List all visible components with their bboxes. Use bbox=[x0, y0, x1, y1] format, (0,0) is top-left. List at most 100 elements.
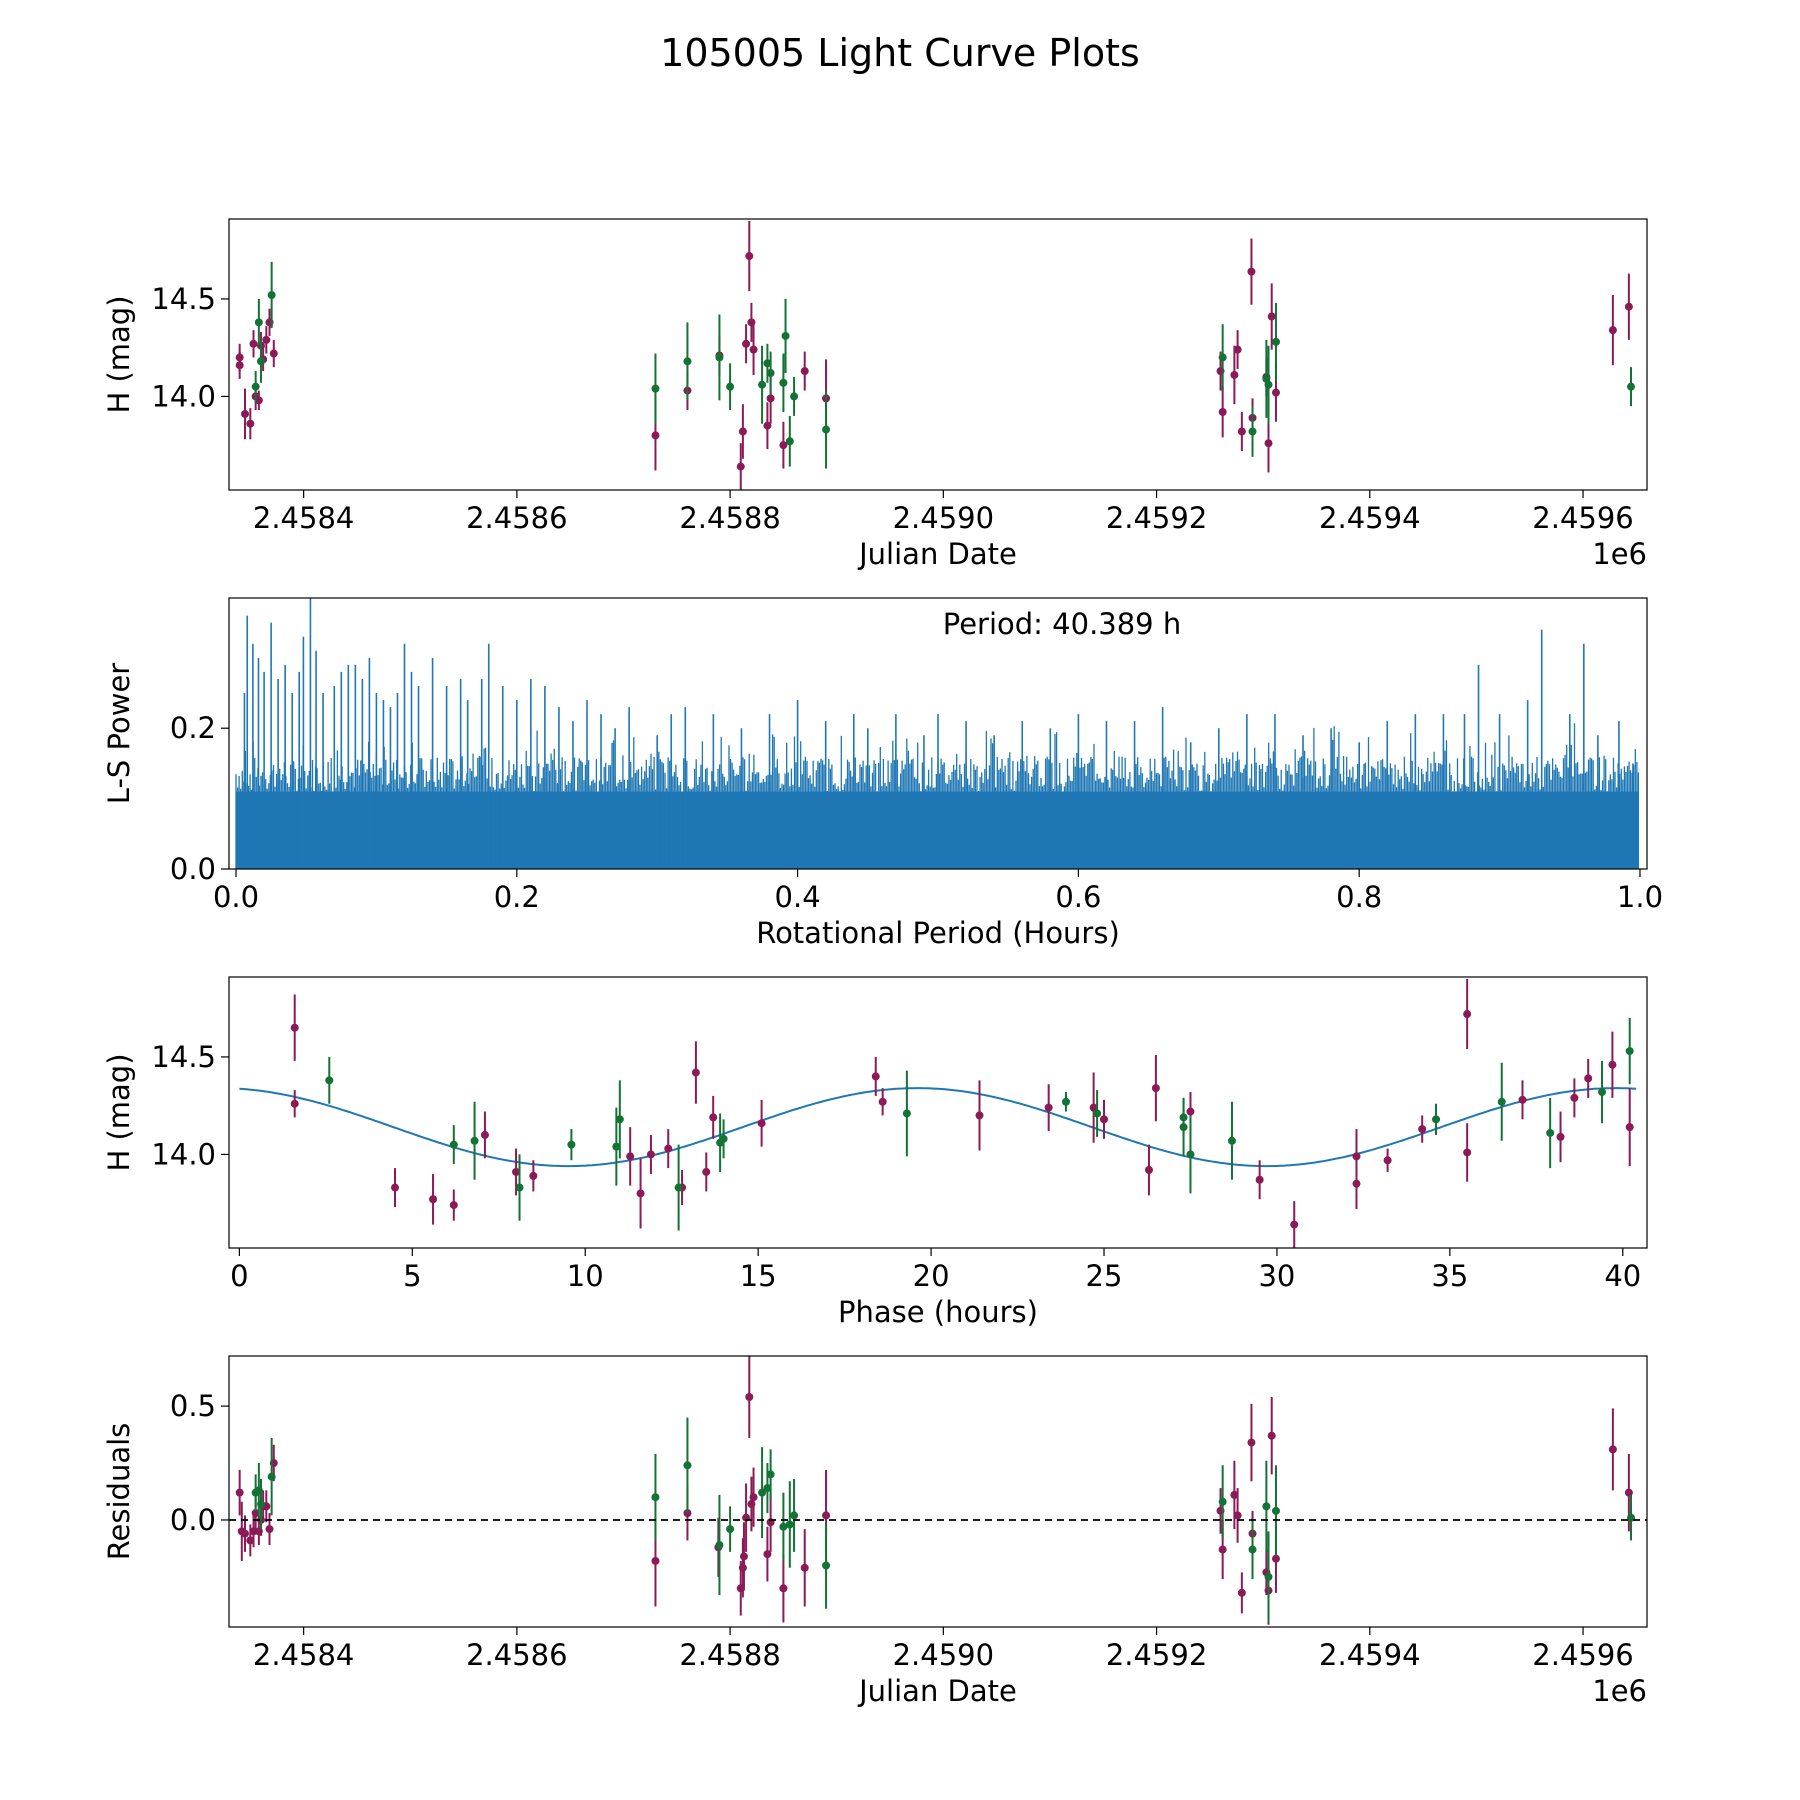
y-axis-label: L-S Power bbox=[102, 663, 136, 804]
periodogram-series bbox=[235, 598, 1640, 869]
data-point bbox=[800, 367, 809, 376]
data-point bbox=[480, 1130, 489, 1139]
x-tick-label: 2.4594 bbox=[1319, 501, 1420, 535]
y-tick-label: 14.5 bbox=[151, 1040, 216, 1074]
data-point bbox=[1352, 1152, 1361, 1161]
data-point bbox=[1237, 427, 1246, 436]
data-point bbox=[1570, 1093, 1579, 1102]
data-point bbox=[715, 353, 724, 362]
data-point bbox=[1218, 1497, 1227, 1506]
data-point bbox=[757, 1119, 766, 1128]
phased-panel: 0 5 10 15 20 25 30 35 40 14.0 14.5 Phase (hours) H (… bbox=[102, 976, 1648, 1329]
data-point bbox=[251, 382, 260, 391]
data-point bbox=[763, 1550, 772, 1559]
data-point bbox=[1151, 1084, 1160, 1093]
data-point bbox=[626, 1152, 635, 1161]
data-point bbox=[256, 1500, 265, 1509]
data-point bbox=[1463, 1010, 1472, 1019]
data-point bbox=[763, 1484, 772, 1493]
plot-frame bbox=[228, 218, 1648, 491]
data-point bbox=[235, 361, 244, 370]
data-point bbox=[785, 437, 794, 446]
y-tick-label: 0.0 bbox=[170, 1503, 216, 1537]
plot-frame bbox=[228, 597, 1648, 870]
data-point bbox=[251, 1509, 260, 1518]
data-point bbox=[1233, 1511, 1242, 1520]
y-tick-label: 14.0 bbox=[151, 1137, 216, 1171]
data-points bbox=[235, 220, 1636, 490]
data-point bbox=[256, 357, 265, 366]
data-point bbox=[429, 1195, 438, 1204]
data-point bbox=[758, 1488, 767, 1497]
data-point bbox=[1186, 1107, 1195, 1116]
data-point bbox=[1144, 1166, 1153, 1175]
data-point bbox=[246, 1536, 255, 1545]
data-point bbox=[515, 1183, 524, 1192]
x-tick-label: 5 bbox=[403, 1259, 421, 1293]
x-tick-label: 2.4590 bbox=[893, 1638, 994, 1672]
x-tick-label: 0.0 bbox=[213, 880, 259, 914]
data-point bbox=[1061, 1097, 1070, 1106]
x-tick-label: 0.2 bbox=[494, 880, 540, 914]
x-tick-label: 2.4586 bbox=[466, 501, 567, 535]
data-point bbox=[1262, 1502, 1271, 1511]
data-point bbox=[763, 421, 772, 430]
data-point bbox=[1248, 427, 1257, 436]
data-point bbox=[1608, 1445, 1617, 1454]
data-point bbox=[1608, 1060, 1617, 1069]
data-point bbox=[691, 1068, 700, 1077]
x-axis-label: Julian Date bbox=[857, 537, 1017, 571]
y-axis-label: H (mag) bbox=[102, 295, 136, 413]
data-point bbox=[449, 1140, 458, 1149]
x-tick-label: 2.4596 bbox=[1532, 501, 1633, 535]
x-tick-label: 35 bbox=[1431, 1259, 1468, 1293]
data-point bbox=[1264, 1572, 1273, 1581]
data-point bbox=[758, 380, 767, 389]
data-point bbox=[1627, 382, 1636, 391]
x-tick-label: 10 bbox=[567, 1259, 604, 1293]
data-point bbox=[1227, 1136, 1236, 1145]
data-point bbox=[391, 1183, 400, 1192]
data-point bbox=[615, 1115, 624, 1124]
data-point bbox=[1247, 267, 1256, 276]
data-point bbox=[1271, 388, 1280, 397]
series-g bbox=[251, 261, 1636, 469]
data-point bbox=[470, 1136, 479, 1145]
data-point bbox=[1383, 1156, 1392, 1165]
data-point bbox=[822, 1511, 831, 1520]
plot-frame bbox=[228, 976, 1648, 1249]
x-tick-label: 0.4 bbox=[775, 880, 821, 914]
data-point bbox=[749, 345, 758, 354]
data-point bbox=[1089, 1103, 1098, 1112]
data-point bbox=[1267, 312, 1276, 321]
y-tick-label: 0.5 bbox=[170, 1389, 216, 1423]
data-point bbox=[785, 1520, 794, 1529]
data-point bbox=[262, 335, 271, 344]
y-tick-label: 0.2 bbox=[170, 711, 216, 745]
data-point bbox=[726, 382, 735, 391]
data-point bbox=[1218, 408, 1227, 417]
data-point bbox=[651, 431, 660, 440]
model-fit bbox=[239, 1087, 1637, 1168]
data-point bbox=[1546, 1128, 1555, 1137]
data-point bbox=[745, 252, 754, 261]
data-point bbox=[1418, 1125, 1427, 1134]
data-point bbox=[1608, 326, 1617, 335]
data-point bbox=[1186, 1150, 1195, 1159]
data-point bbox=[749, 1493, 758, 1502]
data-point bbox=[1230, 370, 1239, 379]
data-point bbox=[1271, 337, 1280, 346]
data-point bbox=[240, 409, 249, 418]
data-point bbox=[738, 1563, 747, 1572]
data-point bbox=[1271, 1506, 1280, 1515]
data-point bbox=[766, 394, 775, 403]
x-tick-label: 2.4584 bbox=[253, 501, 354, 535]
figure-title: 105005 Light Curve Plots bbox=[660, 31, 1140, 75]
y-axis-label: Residuals bbox=[102, 1423, 136, 1561]
data-point bbox=[567, 1140, 576, 1149]
data-point bbox=[763, 359, 772, 368]
x-tick-label: 30 bbox=[1258, 1259, 1295, 1293]
data-point bbox=[1255, 1175, 1264, 1184]
x-axis-label: Phase (hours) bbox=[838, 1295, 1038, 1329]
